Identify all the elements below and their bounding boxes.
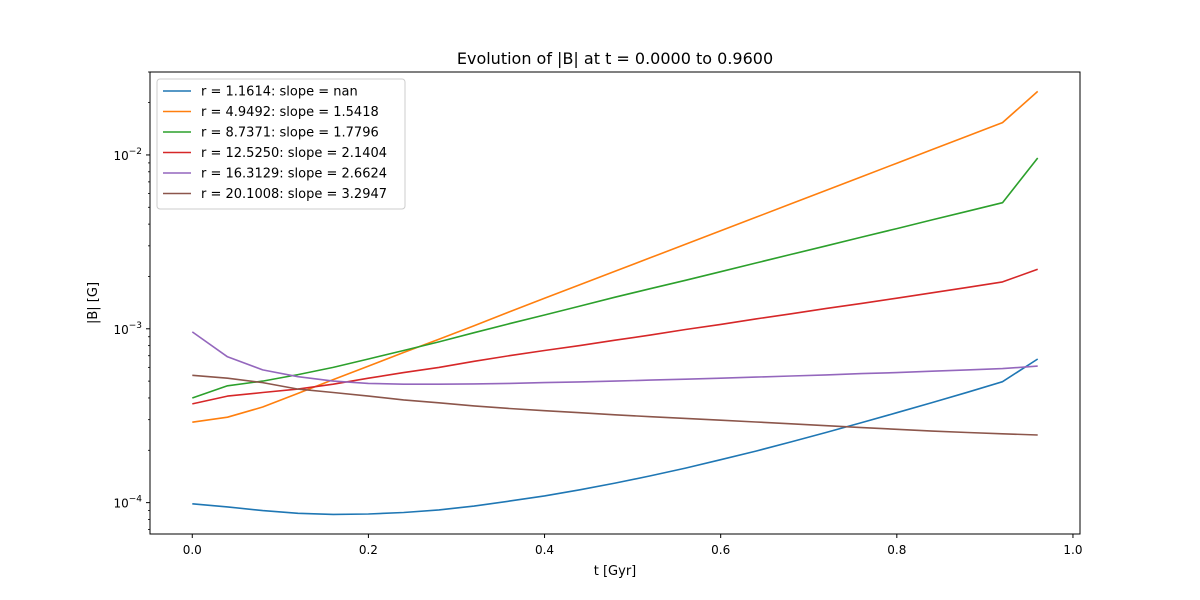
x-tick-label: 0.8 (887, 543, 906, 557)
chart-title: Evolution of |B| at t = 0.0000 to 0.9600 (457, 49, 773, 68)
x-tick-label: 0.6 (711, 543, 730, 557)
x-axis: 0.0 0.2 0.4 0.6 0.8 1.0 (183, 534, 1083, 557)
series-line-3 (192, 157, 1039, 399)
series-line-1 (192, 358, 1039, 516)
x-axis-label: t [Gyr] (594, 564, 637, 579)
x-tick-label: 0.2 (359, 543, 378, 557)
series-line-5 (191, 331, 1038, 386)
y-tick-label: 10−2 (113, 147, 142, 163)
legend-entry-2: r = 4.9492: slope = 1.5418 (201, 105, 379, 120)
legend-entry-1: r = 1.1614: slope = nan (201, 85, 358, 100)
plot-frame (149, 71, 1081, 535)
y-tick-label: 10−4 (113, 495, 142, 511)
legend-entry-3: r = 8.7371: slope = 1.7796 (201, 126, 379, 141)
y-tick-label: 10−3 (113, 321, 142, 337)
legend-entry-5: r = 16.3129: slope = 2.6624 (201, 167, 387, 182)
legend-entry-6: r = 20.1008: slope = 3.2947 (201, 187, 387, 202)
plot-area (191, 90, 1039, 516)
series-line-6 (192, 374, 1038, 436)
legend: r = 1.1614: slope = nan r = 4.9492: slope… (156, 78, 406, 210)
x-tick-label: 1.0 (1063, 543, 1082, 557)
legend-box (156, 78, 406, 210)
series-line-4 (192, 268, 1038, 405)
legend-entry-4: r = 12.5250: slope = 2.1404 (201, 146, 387, 161)
x-tick-label: 0.4 (535, 543, 554, 557)
y-axis: 10−4 10−3 10−2 (113, 71, 150, 530)
y-axis-label: |B| [G] (86, 282, 101, 324)
series-line-2 (192, 90, 1039, 423)
x-tick-label: 0.0 (183, 543, 202, 557)
